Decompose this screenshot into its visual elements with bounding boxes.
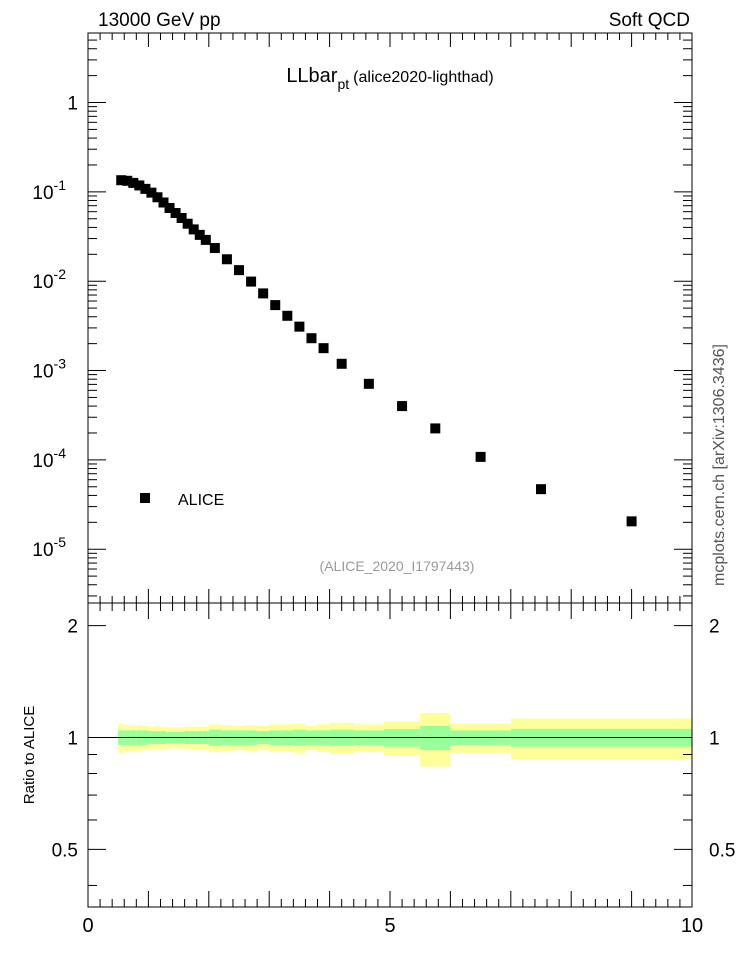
x-tick-label: 10 [681,915,703,937]
data-point [116,175,127,186]
data-point [397,401,408,412]
plot-title-main: LLbar [286,65,337,87]
legend-marker-alice [140,493,150,503]
plot-title: LLbarpt (alice2020-lighthad) [286,65,493,92]
data-point [209,243,220,254]
ratio-y-tick-label-right: 1 [709,728,720,749]
data-point [234,265,244,276]
data-point [194,229,205,240]
main-y-tick-label: 10-1 [32,177,66,204]
data-point [363,378,374,389]
data-point [270,300,281,311]
data-point [170,207,181,218]
ratio-y-axis-label: Ratio to ALICE [21,706,38,804]
plot-title-suffix: (alice2020-lighthad) [353,69,494,86]
main-x-ticks [87,33,693,603]
main-y-tick-label: 10-5 [32,534,66,561]
data-point [336,358,347,369]
main-y-axis: 1 10-1 10-2 10-3 10-4 10-5 [32,32,692,597]
data-point [152,192,163,203]
data-point [282,310,293,321]
side-label: mcplots.cern.ch [arXiv:1306.3436] [711,344,728,586]
ratio-y-tick-label-right: 2 [709,617,720,638]
main-y-tick-label: 10-4 [32,445,66,472]
data-point [475,451,486,462]
data-point [626,516,637,527]
ratio-y-tick-label: 0.5 [52,840,78,861]
data-point [536,484,546,495]
data-point [306,333,317,344]
x-tick-label: 0 [82,915,93,937]
data-point [164,202,175,213]
ratio-y-tick-label-right: 0.5 [709,840,735,861]
data-point [182,218,193,229]
data-point [318,343,329,354]
data-point [294,321,305,332]
data-point [430,423,441,434]
data-point [128,177,139,188]
data-point [158,197,169,208]
data-point [246,276,257,287]
main-plot-frame [87,32,693,604]
x-tick-label: 5 [384,915,395,937]
analysis-label: (ALICE_2020_I1797443) [320,558,475,574]
data-point [258,288,269,299]
data-point [200,234,211,245]
ratio-x-axis: 0 5 10 [82,603,703,937]
main-y-tick-label: 10-2 [32,266,66,293]
ratio-y-axis: 0.5 0.5 1 1 2 2 [52,617,735,886]
header-left-label: 13000 GeV pp [98,10,221,31]
ratio-y-tick-label: 1 [67,728,78,749]
plot-title-subscript: pt [337,76,349,92]
data-point [221,254,232,265]
main-y-tick-label: 1 [67,94,78,115]
data-points [116,175,637,527]
ratio-plot-panel: 0.5 0.5 1 1 2 2 0 5 10 Ratio to ALICE [21,602,735,937]
data-point [122,175,133,186]
data-point [176,212,187,223]
data-point [134,180,145,191]
legend-label-alice: ALICE [178,492,224,509]
header-right-label: Soft QCD [609,10,690,31]
main-y-tick-label: 10-3 [32,356,66,383]
data-point [146,187,157,198]
ratio-y-tick-label: 2 [67,617,78,638]
main-plot-panel: 1 10-1 10-2 10-3 10-4 10-5 LLbarpt (alice2020-… [32,32,693,604]
data-point [188,224,199,235]
data-point [140,183,151,194]
ratio-bands [118,712,692,767]
